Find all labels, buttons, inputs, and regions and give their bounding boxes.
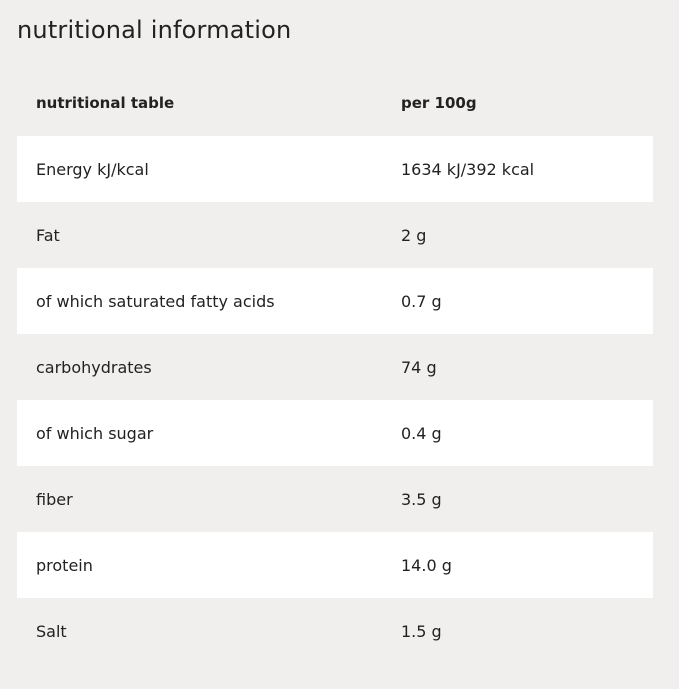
table-cell: 3.5 g <box>401 489 442 509</box>
table-cell: Fat <box>36 225 60 245</box>
table-cell: 0.7 g <box>401 291 442 311</box>
table-cell: protein <box>36 555 93 575</box>
table-cell: 2 g <box>401 225 427 245</box>
table-row: carbohydrates 74 g <box>17 334 653 400</box>
title: nutritional information <box>17 16 292 44</box>
table-row: of which saturated fatty acids 0.7 g <box>17 268 653 334</box>
nutrition-table: nutritional table per 100g Energy kJ/kca… <box>17 70 653 664</box>
table-row: Salt 1.5 g <box>17 598 653 664</box>
table-row: Energy kJ/kcal 1634 kJ/392 kcal <box>17 136 653 202</box>
table-cell: Energy kJ/kcal <box>36 159 149 179</box>
table-cell: 0.4 g <box>401 423 442 443</box>
table-row: Fat 2 g <box>17 202 653 268</box>
header-row: nutritional table per 100g <box>17 70 653 136</box>
header-cell: nutritional table <box>36 94 175 112</box>
table-cell: 14.0 g <box>401 555 452 575</box>
table-cell: 74 g <box>401 357 437 377</box>
table-row: fiber 3.5 g <box>17 466 653 532</box>
header-cell: per 100g <box>401 94 477 112</box>
table-cell: 1.5 g <box>401 621 442 641</box>
table-cell: of which saturated fatty acids <box>36 291 275 311</box>
table-row: protein 14.0 g <box>17 532 653 598</box>
table-cell: fiber <box>36 489 73 509</box>
table-row: of which sugar 0.4 g <box>17 400 653 466</box>
table-cell: carbohydrates <box>36 357 152 377</box>
table-cell: of which sugar <box>36 423 154 443</box>
table-cell: 1634 kJ/392 kcal <box>401 159 535 179</box>
table-cell: Salt <box>36 621 67 641</box>
